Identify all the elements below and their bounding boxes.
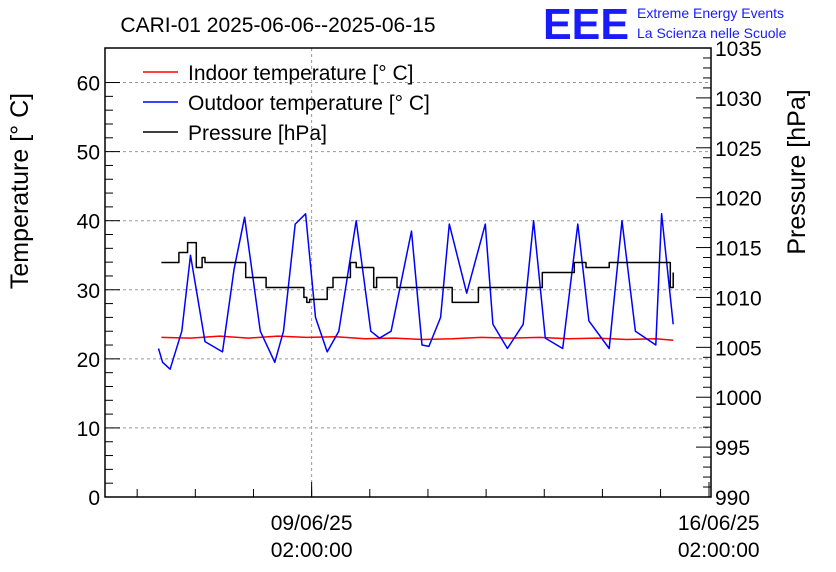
indoor-temperature-line <box>161 335 674 341</box>
y2-tick-label: 1025 <box>715 138 762 161</box>
x-tick-time: 02:00:00 <box>678 539 760 562</box>
axes: 0102030405060990995100010051010101510201… <box>77 38 762 562</box>
y2-tick-label: 1020 <box>715 188 762 211</box>
y2-tick-label: 995 <box>715 437 750 460</box>
eee-logo-line1: Extreme Energy Events <box>637 5 784 21</box>
y2-tick-label: 1005 <box>715 337 762 360</box>
y-tick-label: 60 <box>77 73 100 96</box>
x-tick-time: 02:00:00 <box>271 539 353 562</box>
y-tick-label: 50 <box>77 142 100 165</box>
y2-tick-label: 1030 <box>715 88 762 111</box>
y2-tick-label: 1015 <box>715 238 762 261</box>
series-layer <box>157 213 674 370</box>
grid <box>105 48 711 497</box>
x-tick-date: 09/06/25 <box>271 512 353 535</box>
outdoor-temperature-line <box>157 213 674 370</box>
y2-tick-label: 1035 <box>715 38 762 61</box>
y-axis-label: Temperature [° C] <box>6 93 34 289</box>
legend-label-pressure: Pressure [hPa] <box>188 122 327 145</box>
y2-tick-label: 990 <box>715 487 750 510</box>
legend: Indoor temperature [° C] Outdoor tempera… <box>143 62 430 145</box>
plot-frame <box>104 47 712 498</box>
y2-tick-label: 1010 <box>715 287 762 310</box>
x-tick-date: 16/06/25 <box>678 512 760 535</box>
y-tick-label: 20 <box>77 349 100 372</box>
eee-logo-line2: La Scienza nelle Scuole <box>637 25 787 41</box>
legend-label-outdoor: Outdoor temperature [° C] <box>188 92 430 115</box>
eee-logo: EEE Extreme Energy Events La Scienza nel… <box>543 0 787 49</box>
pressure-line <box>161 241 674 304</box>
y-tick-label: 10 <box>77 418 100 441</box>
y2-axis-label: Pressure [hPa] <box>783 89 811 254</box>
y-tick-label: 40 <box>77 211 100 234</box>
y-tick-label: 30 <box>77 280 100 303</box>
eee-logo-mark: EEE <box>543 0 629 49</box>
y2-tick-label: 1000 <box>715 387 762 410</box>
chart-title: CARI-01 2025-06-06--2025-06-15 <box>120 14 435 37</box>
legend-label-indoor: Indoor temperature [° C] <box>188 62 414 85</box>
y-tick-label: 0 <box>88 487 100 510</box>
